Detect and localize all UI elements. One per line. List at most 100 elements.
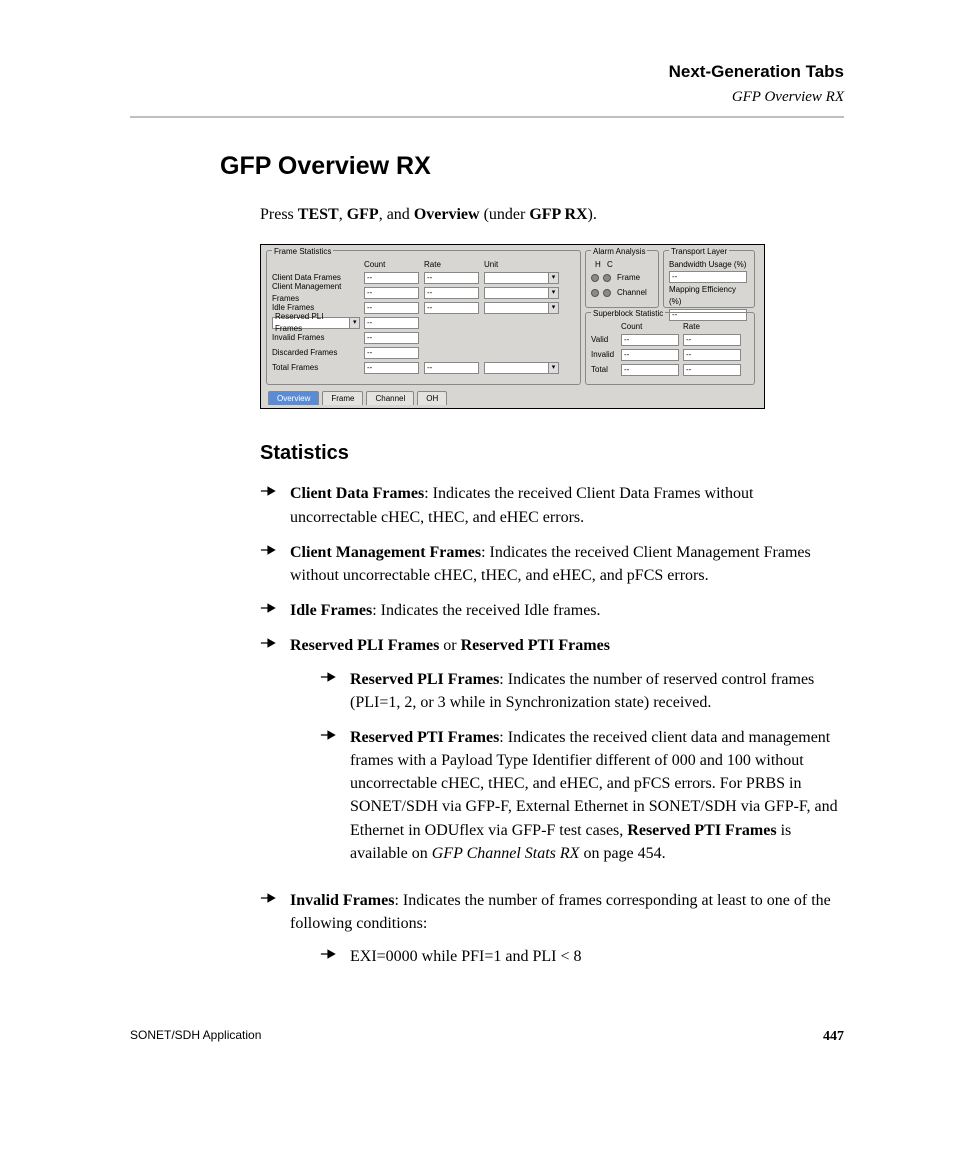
- footer-page-number: 447: [823, 1027, 844, 1047]
- idle-unit-dropdown[interactable]: ▾: [484, 302, 559, 314]
- inv-count: --: [364, 332, 419, 344]
- sb-total-c: --: [621, 364, 679, 376]
- alarm-h: H: [595, 259, 607, 269]
- bullet-client-mgmt-frames: Client Management Frames: Indicates the …: [260, 541, 844, 587]
- chevron-down-icon: ▾: [548, 303, 558, 313]
- status-lamp-icon: [603, 274, 611, 282]
- cdf-unit-dropdown[interactable]: ▾: [484, 272, 559, 284]
- superblock-group: Superblock Statistic CountRate Valid----…: [585, 312, 755, 385]
- disc-count: --: [364, 347, 419, 359]
- tab-overview[interactable]: Overview: [268, 391, 319, 406]
- intro-s1: ,: [339, 206, 347, 223]
- intro-s4: ).: [588, 206, 597, 223]
- bullet-reserved-frames: Reserved PLI Frames or Reserved PTI Fram…: [260, 634, 844, 877]
- superblock-legend: Superblock Statistic: [591, 308, 665, 320]
- alarm-legend: Alarm Analysis: [591, 246, 647, 258]
- bullet-reserved-pti: Reserved PTI Frames: Indicates the recei…: [320, 726, 844, 865]
- b4-label1: Reserved PLI Frames: [290, 637, 439, 654]
- bullet-exi-condition: EXI=0000 while PFI=1 and PLI < 8: [320, 945, 844, 968]
- tab-channel[interactable]: Channel: [366, 391, 414, 406]
- lbl-tot: Total Frames: [272, 362, 364, 374]
- intro-text: Press TEST, GFP, and Overview (under GFP…: [260, 203, 844, 226]
- b4b-italic: GFP Channel Stats RX: [432, 845, 580, 862]
- header-subtitle: GFP Overview RX: [130, 87, 844, 109]
- b4a-label: Reserved PLI Frames: [350, 671, 499, 688]
- alarm-row-frame: Frame: [591, 272, 653, 284]
- cdf-rate: --: [424, 272, 479, 284]
- chevron-down-icon: ▾: [548, 273, 558, 283]
- sb-total: Total: [591, 364, 621, 376]
- transport-layer-group: Transport Layer Bandwidth Usage (%) -- M…: [663, 250, 755, 308]
- statistics-heading: Statistics: [260, 439, 844, 468]
- bullet-client-data-frames: Client Data Frames: Indicates the receiv…: [260, 482, 844, 528]
- tab-frame[interactable]: Frame: [322, 391, 363, 406]
- row-total: Total Frames -- -- ▾: [272, 362, 575, 374]
- chevron-down-icon: ▾: [548, 288, 558, 298]
- sb-row-valid: Valid----: [591, 334, 749, 346]
- row-invalid: Invalid Frames --: [272, 332, 575, 344]
- row-client-mgmt: Client Management Frames -- -- ▾: [272, 287, 575, 299]
- status-lamp-icon: [591, 274, 599, 282]
- lbl-disc: Discarded Frames: [272, 347, 364, 359]
- sb-invalid-r: --: [683, 349, 741, 361]
- intro-s3: (under: [480, 206, 530, 223]
- tab-bar: Overview Frame Channel OH: [264, 391, 761, 406]
- arrow-icon: [320, 726, 350, 865]
- sb-row-total: Total----: [591, 364, 749, 376]
- arrow-icon: [260, 889, 290, 981]
- row-discarded: Discarded Frames --: [272, 347, 575, 359]
- page-header: Next-Generation Tabs GFP Overview RX: [130, 60, 844, 108]
- arrow-icon: [260, 482, 290, 528]
- chevron-down-icon: ▾: [349, 318, 359, 328]
- sb-row-invalid: Invalid----: [591, 349, 749, 361]
- tab-oh[interactable]: OH: [417, 391, 447, 406]
- b4b-bold: Reserved PTI Frames: [627, 822, 776, 839]
- statistics-list: Client Data Frames: Indicates the receiv…: [260, 482, 844, 980]
- sb-invalid-c: --: [621, 349, 679, 361]
- intro-b4: GFP RX: [529, 206, 587, 223]
- sb-total-r: --: [683, 364, 741, 376]
- chevron-down-icon: ▾: [548, 363, 558, 373]
- sb-valid: Valid: [591, 334, 621, 346]
- row-reserved: Reserved PLI Frames▾ --: [272, 317, 575, 329]
- intro-b2: GFP: [347, 206, 379, 223]
- footer-app-name: SONET/SDH Application: [130, 1027, 261, 1047]
- b3-text: : Indicates the received Idle frames.: [372, 602, 600, 619]
- b5-label: Invalid Frames: [290, 892, 394, 909]
- lbl-inv: Invalid Frames: [272, 332, 364, 344]
- alarm-row-channel: Channel: [591, 287, 653, 299]
- header-rule: [130, 116, 844, 118]
- sb-count-h: Count: [621, 321, 683, 331]
- screenshot-figure: Frame Statistics Count Rate Unit Client …: [260, 244, 844, 410]
- reserved-frames-dropdown[interactable]: Reserved PLI Frames▾: [272, 317, 360, 329]
- b4b-label: Reserved PTI Frames: [350, 729, 499, 746]
- header-title: Next-Generation Tabs: [130, 60, 844, 85]
- alarm-c: C: [607, 259, 619, 269]
- bw-label: Bandwidth Usage (%): [669, 259, 749, 271]
- bullet-reserved-pli: Reserved PLI Frames: Indicates the numbe…: [320, 668, 844, 714]
- b4-label2: Reserved PTI Frames: [461, 637, 610, 654]
- nested-list-reserved: Reserved PLI Frames: Indicates the numbe…: [320, 668, 844, 866]
- intro-b1: TEST: [298, 206, 339, 223]
- reserved-count: --: [364, 317, 419, 329]
- status-lamp-icon: [591, 289, 599, 297]
- intro-s2: , and: [379, 206, 414, 223]
- sb-valid-r: --: [683, 334, 741, 346]
- col-unit: Unit: [484, 259, 544, 269]
- arrow-icon: [320, 668, 350, 714]
- status-lamp-icon: [603, 289, 611, 297]
- cmf-rate: --: [424, 287, 479, 299]
- intro-b3: Overview: [414, 206, 480, 223]
- idle-count: --: [364, 302, 419, 314]
- app-panel: Frame Statistics Count Rate Unit Client …: [260, 244, 765, 410]
- map-label: Mapping Efficiency (%): [669, 284, 749, 307]
- col-count: Count: [364, 259, 424, 269]
- cmf-unit-dropdown[interactable]: ▾: [484, 287, 559, 299]
- bullet-idle-frames: Idle Frames: Indicates the received Idle…: [260, 599, 844, 622]
- tot-count: --: [364, 362, 419, 374]
- tot-unit-dropdown[interactable]: ▾: [484, 362, 559, 374]
- alarm-channel-label: Channel: [617, 287, 647, 299]
- b2-label: Client Management Frames: [290, 544, 481, 561]
- nested-list-invalid: EXI=0000 while PFI=1 and PLI < 8: [320, 945, 844, 968]
- alarm-analysis-group: Alarm Analysis HC Frame Channel: [585, 250, 659, 308]
